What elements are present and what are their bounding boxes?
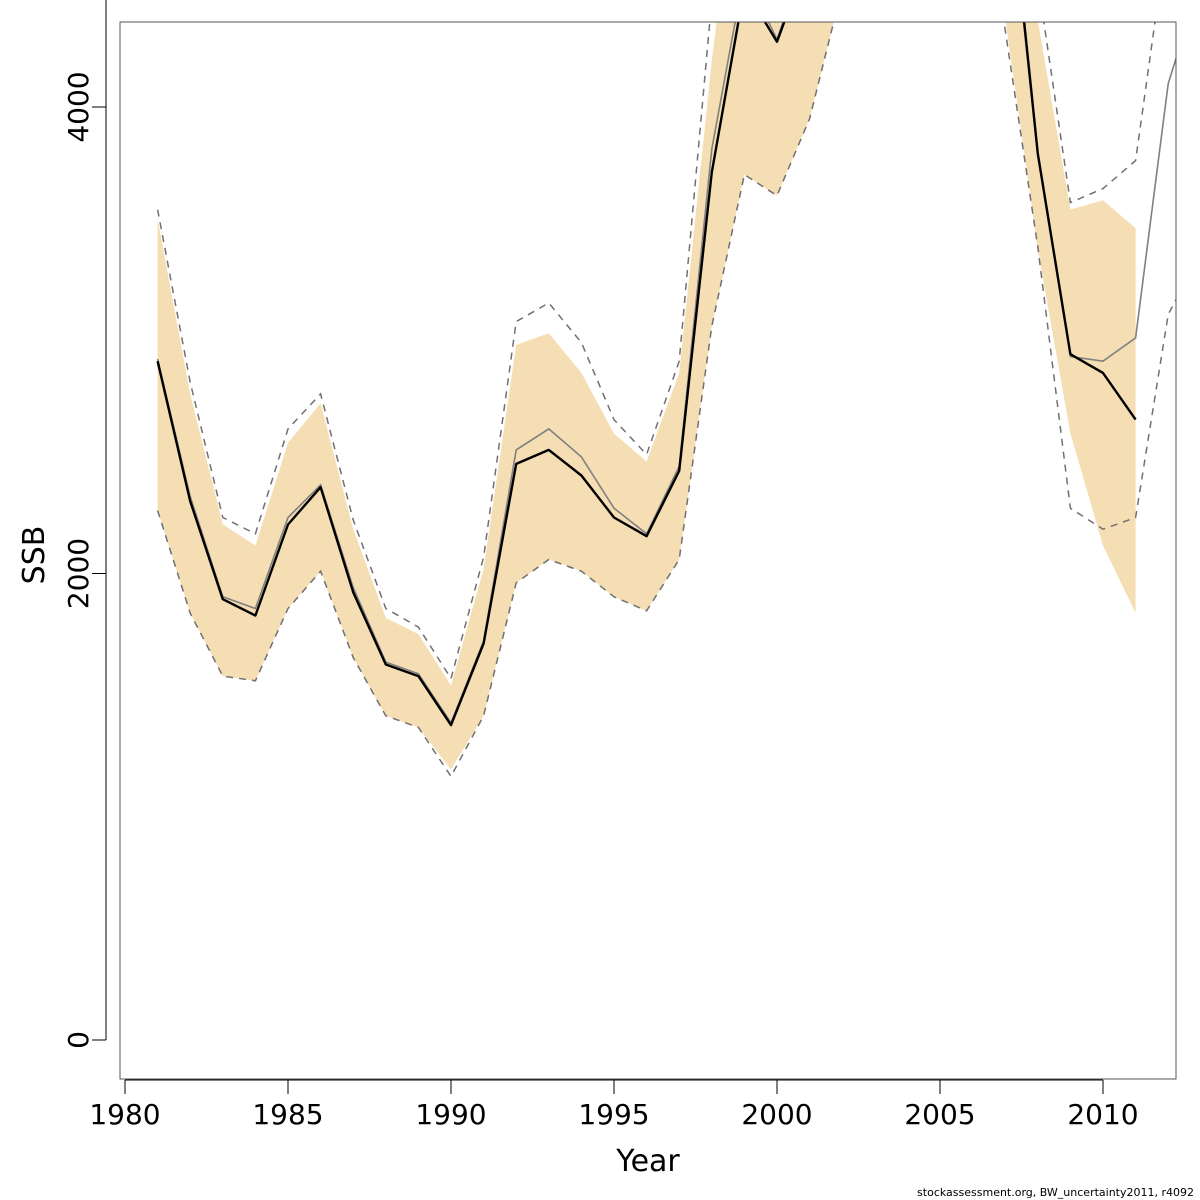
x-tick-label-1995: 1995 [578,1098,649,1131]
x-axis-title: Year [615,1144,680,1179]
main-ssb-line [156,22,1137,727]
y-tick-label-2000: 2000 [62,538,95,609]
plot-frame [119,21,1177,1080]
x-tick-label-1980: 1980 [89,1098,160,1131]
series-lines-layer [156,22,1176,727]
y-tick-label-0: 0 [62,1031,95,1049]
x-tick-label-1990: 1990 [415,1098,486,1131]
x-tick-label-2010: 2010 [1067,1098,1138,1131]
dashed-lower-bound [156,22,1176,778]
dashed-upper-bound [156,22,1156,681]
confidence-band [157,22,1136,770]
dashed-bounds-layer [156,22,1176,778]
x-tick-label-2005: 2005 [904,1098,975,1131]
axes-layer: 1980198519901995200020052010020004000600… [62,0,1139,1131]
confidence-band-layer [157,22,1136,770]
x-tick-label-2000: 2000 [741,1098,812,1131]
footer-credit: stockassessment.org, BW_uncertainty2011,… [917,1186,1194,1199]
y-tick-label-4000: 4000 [62,71,95,142]
x-tick-label-1985: 1985 [252,1098,323,1131]
y-axis-title: SSB [17,526,52,585]
